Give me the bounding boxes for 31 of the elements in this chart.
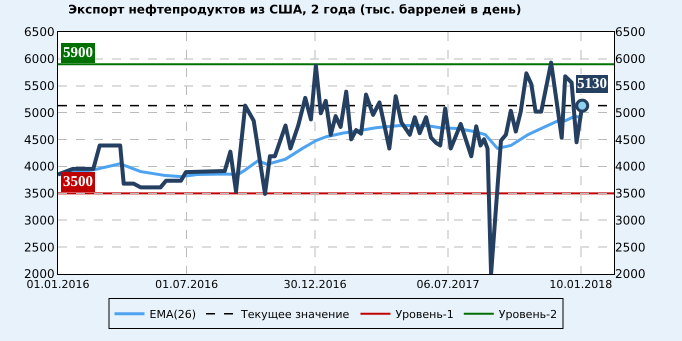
legend-label: Уровень-1 bbox=[395, 308, 454, 321]
annotation: 5900 bbox=[63, 45, 93, 61]
y-tick-label: 5500 bbox=[24, 78, 55, 93]
annotation: 3500 bbox=[63, 174, 93, 190]
chart-title: Экспорт нефтепродуктов из США, 2 года (тыс. баррелей в день) bbox=[68, 2, 522, 17]
y2-tick-label: 4500 bbox=[615, 132, 646, 147]
y2-tick-label: 6500 bbox=[615, 25, 646, 40]
y-tick-label: 4000 bbox=[24, 160, 55, 174]
y-tick-label: 4500 bbox=[24, 132, 55, 147]
x-tick-label: 10.01.2018 bbox=[549, 278, 612, 292]
y2-tick-label: 6000 bbox=[615, 52, 646, 66]
y-tick-label: 6000 bbox=[24, 52, 55, 66]
x-tick-label: 01.07.2016 bbox=[155, 278, 218, 292]
y-tick-label: 6500 bbox=[24, 25, 55, 40]
legend-label: Текущее значение bbox=[240, 308, 350, 321]
y2-tick-label: 2500 bbox=[615, 240, 646, 254]
y2-tick-label: 5500 bbox=[615, 78, 646, 93]
x-tick-label: 06.07.2017 bbox=[416, 278, 480, 292]
legend-label: EMA(26) bbox=[150, 308, 196, 321]
y2-tick-label: 2000 bbox=[615, 267, 646, 282]
legend-label: Уровень-2 bbox=[498, 308, 558, 321]
y2-tick-label: 3500 bbox=[615, 186, 646, 201]
y2-tick-label: 5000 bbox=[615, 106, 646, 120]
x-tick-label: 30.12.2016 bbox=[284, 278, 347, 292]
y-tick-label: 3500 bbox=[24, 186, 55, 201]
annotation: 5130 bbox=[577, 76, 607, 92]
y2-tick-label: 3000 bbox=[615, 213, 646, 228]
y2-tick-label: 4000 bbox=[615, 160, 646, 174]
y-tick-label: 5000 bbox=[24, 106, 55, 120]
y-tick-label: 3000 bbox=[24, 213, 55, 228]
y-tick-label: 2500 bbox=[24, 240, 55, 254]
